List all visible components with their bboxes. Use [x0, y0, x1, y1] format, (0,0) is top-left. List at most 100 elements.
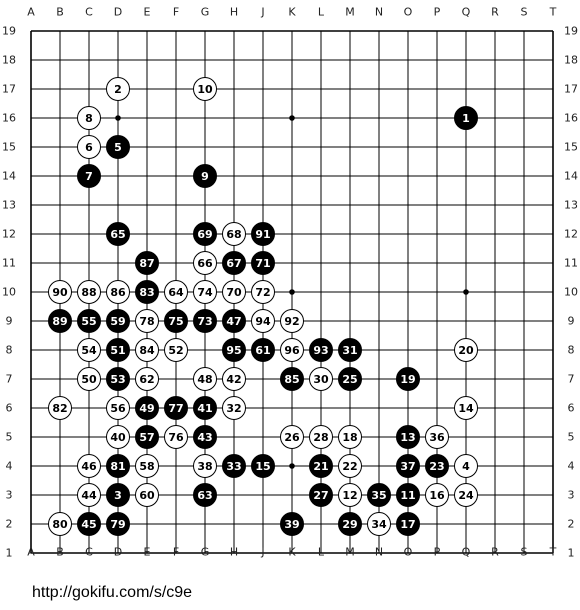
stone-disc — [251, 222, 275, 246]
move-number: 39 — [284, 518, 299, 531]
black-stone: 91 — [251, 222, 275, 246]
stone-disc — [338, 425, 362, 449]
column-label: O — [404, 6, 413, 19]
row-label: 3 — [568, 489, 575, 502]
stone-disc — [338, 367, 362, 391]
stone-disc — [280, 425, 304, 449]
black-stone: 5 — [106, 135, 130, 159]
move-number: 92 — [284, 315, 299, 328]
column-label: Q — [462, 6, 471, 19]
move-number: 91 — [255, 228, 270, 241]
move-number: 78 — [139, 315, 154, 328]
row-label: 14 — [2, 170, 16, 183]
move-number: 50 — [81, 373, 97, 386]
move-number: 52 — [168, 344, 183, 357]
row-label: 19 — [2, 25, 16, 38]
stone-disc — [77, 135, 101, 159]
stone-disc — [77, 483, 101, 507]
stone-disc — [77, 454, 101, 478]
move-number: 37 — [400, 460, 415, 473]
column-label: T — [549, 6, 557, 19]
stone-disc — [222, 251, 246, 275]
move-number: 36 — [429, 431, 445, 444]
column-label: F — [173, 6, 179, 19]
row-label: 7 — [6, 373, 13, 386]
stone-disc — [106, 512, 130, 536]
stone-disc — [193, 280, 217, 304]
move-number: 86 — [110, 286, 126, 299]
kifu-url[interactable]: http://gokifu.com/s/c9e — [32, 584, 193, 601]
stone-disc — [135, 280, 159, 304]
stone-disc — [164, 425, 188, 449]
white-stone: 14 — [454, 396, 478, 420]
move-number: 95 — [226, 344, 241, 357]
stone-disc — [193, 483, 217, 507]
white-stone: 82 — [48, 396, 72, 420]
move-number: 35 — [371, 489, 386, 502]
column-label: M — [345, 546, 355, 559]
black-stone: 81 — [106, 454, 130, 478]
white-stone: 64 — [164, 280, 188, 304]
move-number: 77 — [168, 402, 183, 415]
move-number: 17 — [400, 518, 415, 531]
stone-disc — [251, 338, 275, 362]
column-label: G — [201, 6, 210, 19]
white-stone: 10 — [193, 77, 217, 101]
row-label: 5 — [568, 431, 575, 444]
white-stone: 16 — [425, 483, 449, 507]
move-number: 90 — [52, 286, 68, 299]
move-number: 29 — [342, 518, 357, 531]
white-stone: 78 — [135, 309, 159, 333]
stone-disc — [77, 106, 101, 130]
column-label: C — [85, 6, 93, 19]
stone-disc — [135, 338, 159, 362]
move-number: 57 — [139, 431, 154, 444]
stone-disc — [309, 338, 333, 362]
move-number: 64 — [168, 286, 184, 299]
move-number: 31 — [342, 344, 357, 357]
move-number: 40 — [110, 431, 126, 444]
row-label: 11 — [564, 257, 578, 270]
white-stone: 54 — [77, 338, 101, 362]
stone-disc — [251, 309, 275, 333]
move-number: 8 — [85, 112, 93, 125]
black-stone: 13 — [396, 425, 420, 449]
black-stone: 31 — [338, 338, 362, 362]
stone-disc — [454, 483, 478, 507]
white-stone: 94 — [251, 309, 275, 333]
move-number: 56 — [110, 402, 126, 415]
stone-disc — [309, 367, 333, 391]
column-label: O — [404, 546, 413, 559]
white-stone: 26 — [280, 425, 304, 449]
column-label: K — [288, 6, 296, 19]
stone-disc — [338, 338, 362, 362]
stone-disc — [367, 483, 391, 507]
stone-disc — [106, 309, 130, 333]
white-stone: 56 — [106, 396, 130, 420]
row-label: 4 — [6, 460, 13, 473]
column-label: K — [288, 546, 296, 559]
column-label: J — [260, 546, 264, 559]
move-number: 51 — [110, 344, 125, 357]
black-stone: 73 — [193, 309, 217, 333]
row-label: 6 — [568, 402, 575, 415]
move-number: 10 — [197, 83, 213, 96]
stone-disc — [309, 425, 333, 449]
stone-disc — [193, 396, 217, 420]
stone-disc — [106, 135, 130, 159]
stone-disc — [77, 280, 101, 304]
move-number: 67 — [226, 257, 241, 270]
move-number: 62 — [139, 373, 154, 386]
stone-disc — [164, 309, 188, 333]
board-coordinates: AABBCCDDEEFFGGHHJJKKLLMMNNOOPPQQRRSSTT19… — [2, 6, 578, 560]
row-label: 9 — [568, 315, 575, 328]
black-stone: 83 — [135, 280, 159, 304]
row-label: 15 — [2, 141, 16, 154]
stone-disc — [309, 454, 333, 478]
black-stone: 85 — [280, 367, 304, 391]
column-label: L — [318, 6, 325, 19]
stone-disc — [106, 425, 130, 449]
black-stone: 27 — [309, 483, 333, 507]
stone-disc — [396, 367, 420, 391]
stone-disc — [396, 454, 420, 478]
